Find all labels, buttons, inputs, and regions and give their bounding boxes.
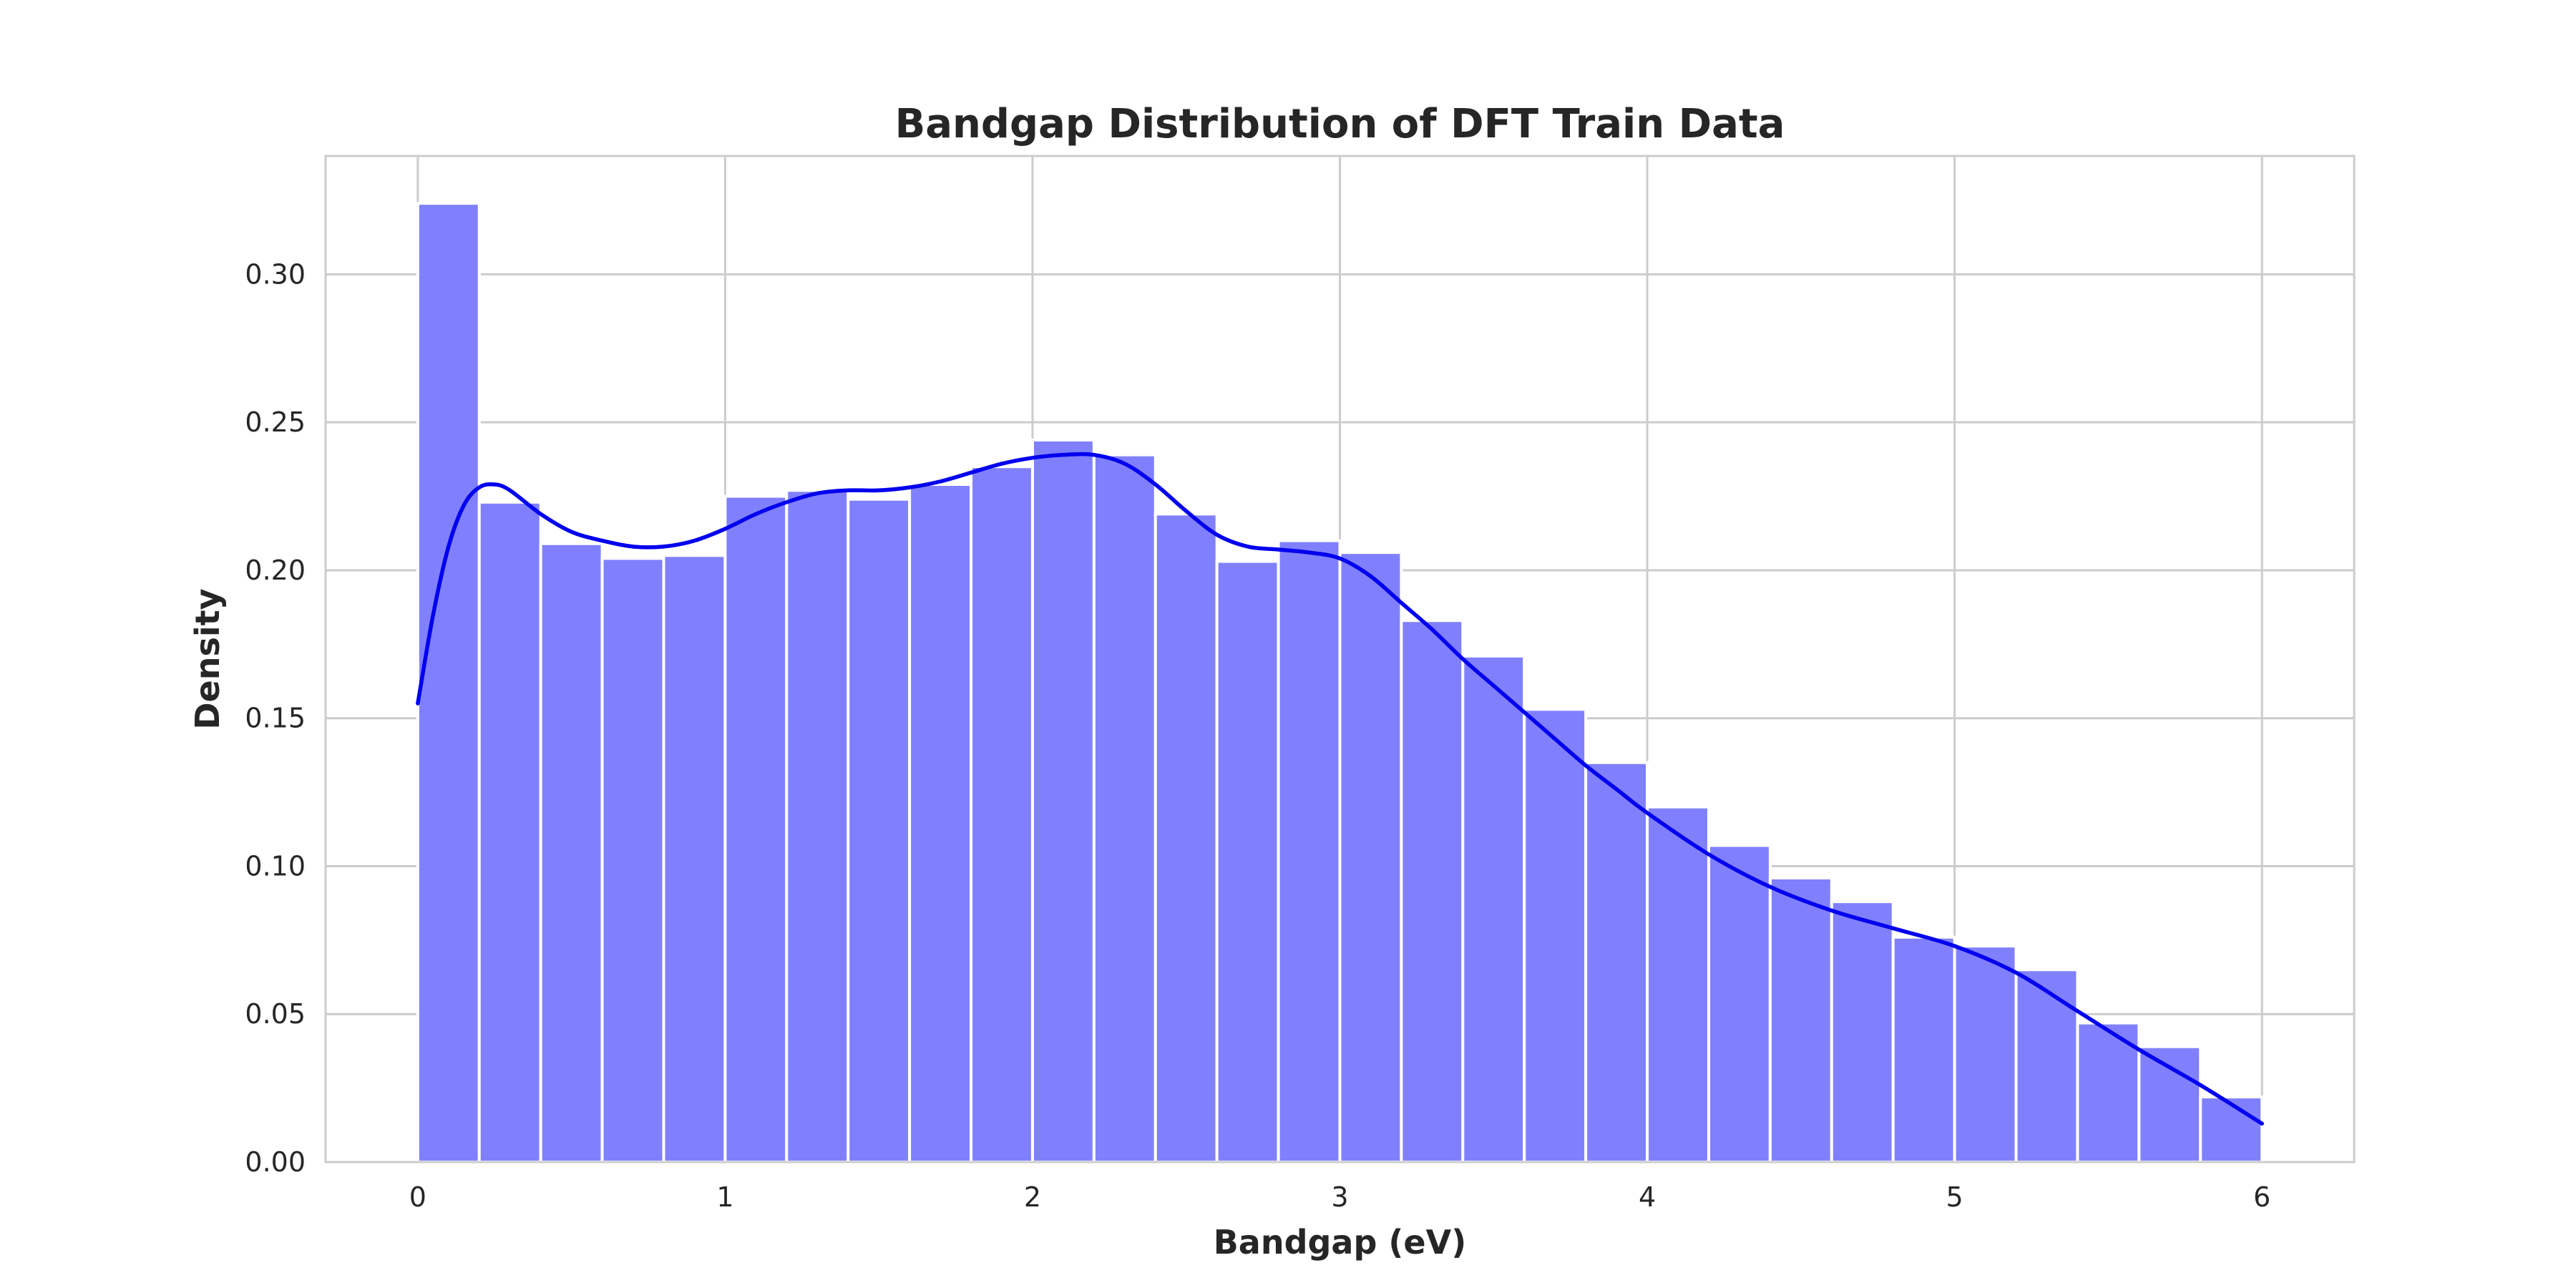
histogram-bar xyxy=(1584,761,1649,1164)
kde-curve xyxy=(416,452,2264,1126)
histogram-bar xyxy=(1523,708,1588,1163)
x-tick-label: 5 xyxy=(1946,1181,1963,1213)
histogram-bar xyxy=(1338,551,1403,1163)
histogram-bar xyxy=(416,202,481,1164)
x-tick-label: 0 xyxy=(409,1181,426,1213)
histogram-bar xyxy=(970,465,1034,1163)
histogram-bar xyxy=(1830,900,1895,1163)
histogram-bar xyxy=(847,497,912,1163)
histogram-bar xyxy=(662,554,727,1163)
histogram-bar xyxy=(1707,844,1772,1164)
histogram-bar xyxy=(539,542,604,1163)
histogram-bar xyxy=(1768,877,1833,1163)
x-tick-label: 4 xyxy=(1639,1181,1656,1213)
histogram-bar xyxy=(1153,512,1219,1163)
histogram-bar xyxy=(1092,453,1157,1163)
y-tick-label: 0.10 xyxy=(245,850,306,882)
histogram-bar xyxy=(1646,805,1710,1163)
histogram-bar xyxy=(1953,945,2018,1163)
y-tick-label: 0.05 xyxy=(245,998,306,1030)
y-tick-labels: 0.00 0.05 0.10 0.15 0.20 0.25 0.30 xyxy=(245,258,306,1178)
histogram-bar xyxy=(723,494,789,1163)
x-tick-label: 1 xyxy=(716,1181,733,1213)
histogram-bar xyxy=(1030,438,1096,1163)
chart-title: Bandgap Distribution of DFT Train Data xyxy=(895,101,1785,147)
y-tick-label: 0.00 xyxy=(245,1146,306,1178)
histogram-bar xyxy=(1277,539,1342,1163)
histogram-bar xyxy=(1461,654,1526,1163)
histogram-bar xyxy=(1891,935,1956,1163)
x-tick-label: 2 xyxy=(1024,1181,1041,1213)
y-tick-label: 0.15 xyxy=(245,703,306,734)
histogram-bar xyxy=(1400,619,1465,1163)
histogram-bar xyxy=(2199,1096,2264,1164)
y-tick-label: 0.20 xyxy=(245,555,306,586)
y-axis-title: Density xyxy=(188,588,227,729)
x-tick-label: 6 xyxy=(2253,1181,2270,1213)
histogram-bar xyxy=(1215,560,1280,1163)
kde-layer xyxy=(416,452,2264,1126)
histogram-bar xyxy=(785,489,850,1163)
histogram-bar xyxy=(2137,1045,2202,1163)
histogram-bar xyxy=(908,483,973,1163)
x-tick-labels: 0 1 2 3 4 5 6 xyxy=(409,1181,2270,1213)
bars-layer xyxy=(416,202,2264,1164)
x-tick-label: 3 xyxy=(1331,1181,1348,1213)
histogram-bar xyxy=(2014,968,2079,1164)
x-axis-title: Bandgap (eV) xyxy=(1214,1223,1467,1262)
plot-frame xyxy=(324,155,2356,1163)
histogram-bar xyxy=(477,500,542,1163)
histogram-bar xyxy=(600,557,665,1163)
y-tick-label: 0.25 xyxy=(245,406,306,438)
y-tick-label: 0.30 xyxy=(245,258,306,290)
